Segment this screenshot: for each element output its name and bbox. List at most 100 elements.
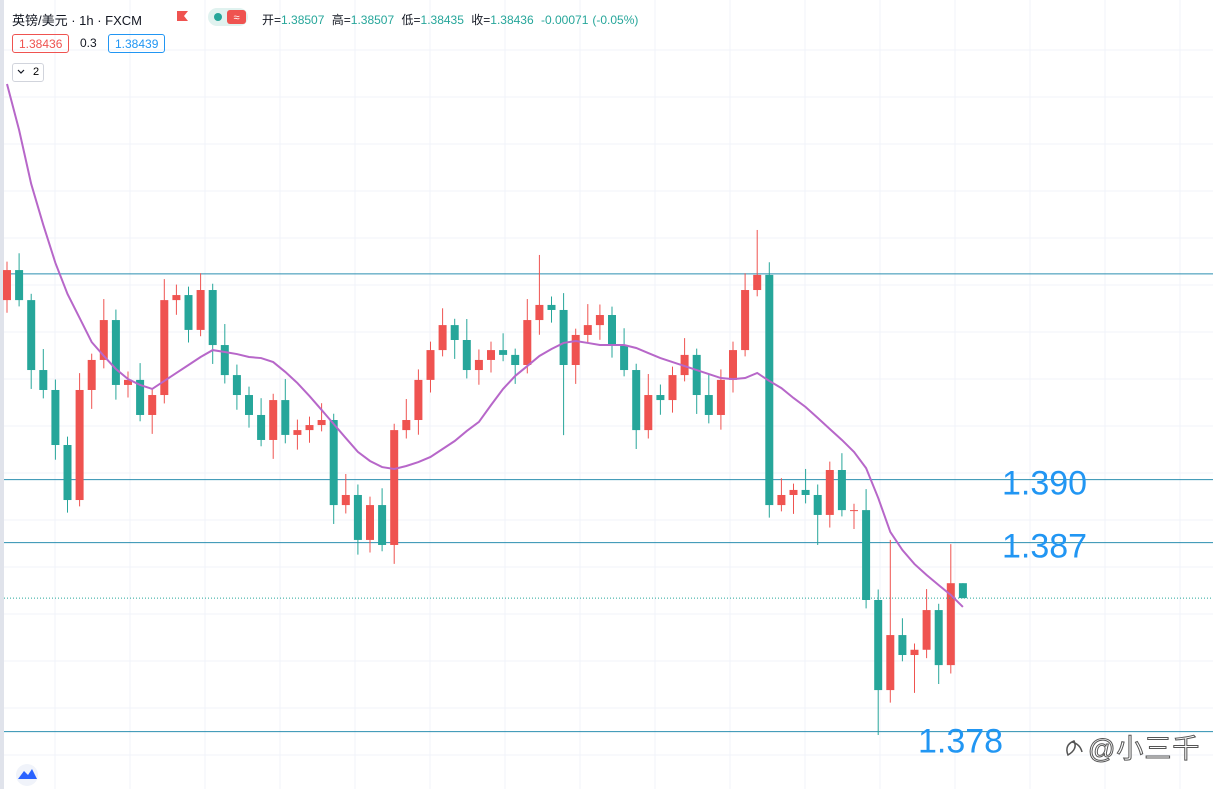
candle-body: [668, 375, 677, 401]
candle-body: [257, 414, 266, 440]
candle-body: [898, 635, 907, 656]
candle-body: [293, 430, 302, 435]
candle-body: [75, 389, 84, 501]
candle-body: [499, 350, 508, 355]
candle-body: [644, 395, 653, 431]
candle-body: [946, 583, 955, 666]
candle-body: [862, 510, 871, 600]
candle-body: [837, 469, 846, 511]
candle-body: [245, 395, 253, 415]
candle-body: [813, 494, 822, 515]
candle-body: [608, 315, 616, 346]
candle-body: [934, 610, 943, 666]
candle-body: [366, 505, 374, 540]
left-edge: [0, 0, 4, 789]
symbol: 英镑/美元 · 1h · FXCM: [12, 13, 143, 28]
change: -0.00071: [541, 13, 589, 27]
candle-body: [208, 290, 217, 346]
candle-body: [462, 340, 471, 371]
candle-body: [269, 400, 278, 440]
candle-body: [716, 379, 725, 415]
candle-body: [414, 379, 423, 421]
candle-body: [136, 379, 145, 415]
logo: [16, 764, 38, 786]
candle-body: [450, 325, 459, 341]
candle-body: [729, 350, 737, 380]
level-label: 1.390: [1002, 465, 1087, 503]
ohlc-value: 1.38436: [490, 13, 534, 27]
candle-body: [704, 395, 713, 415]
toggle-icon: [227, 10, 246, 24]
candle-body: [63, 445, 72, 501]
candle-body: [329, 420, 338, 506]
candle-body: [789, 489, 798, 495]
candle-body: [753, 274, 762, 291]
candle-body: [523, 320, 532, 365]
spread: 0.3: [80, 36, 97, 50]
ohlc-label: 高=: [331, 13, 351, 27]
candle-body: [402, 420, 411, 431]
candle-body: [801, 489, 810, 495]
candle-body: [571, 334, 580, 365]
level-label: 1.378: [918, 723, 1003, 761]
watermark: @小三千: [1087, 734, 1201, 765]
watermark-icon: [1066, 740, 1083, 757]
candle-body: [474, 359, 483, 371]
indicator-toggle[interactable]: 2: [12, 63, 44, 82]
candle-body: [39, 370, 48, 390]
ohlc-label: 低=: [401, 13, 421, 27]
candle-body: [27, 300, 36, 371]
toggle-dot: [214, 13, 222, 21]
candle-body: [196, 290, 205, 330]
candle-body: [3, 270, 11, 301]
bid-price[interactable]: 1.38436: [12, 34, 70, 53]
candle-body: [559, 309, 568, 365]
candle-body: [172, 295, 181, 301]
candle-body: [777, 494, 786, 506]
candle-body: [317, 420, 326, 426]
candle-body: [184, 295, 193, 330]
change-pct: (-0.05%): [592, 13, 639, 27]
candle-body: [51, 389, 60, 446]
candle-body: [874, 599, 883, 691]
logo-mark: [18, 769, 37, 779]
candle-body: [850, 510, 858, 512]
ohlc: 开=1.38507 高=1.38507 低=1.38435 收=1.38436 …: [262, 11, 642, 28]
candle-body: [535, 304, 544, 321]
toggle-glyph: ≈: [233, 12, 239, 24]
ohlc-value: 1.38507: [350, 13, 395, 27]
candle-body: [220, 345, 229, 376]
candle-body: [438, 325, 447, 351]
candle-body: [426, 350, 435, 380]
chevron[interactable]: [17, 69, 25, 74]
ohlc-label: 开=: [262, 13, 282, 27]
ask-price[interactable]: 1.38439: [108, 34, 166, 53]
candle-body: [765, 274, 774, 506]
candle-body: [111, 320, 120, 385]
candle-body: [741, 290, 750, 351]
candle-body: [922, 610, 931, 650]
candle-body: [547, 304, 556, 310]
ohlc-label: 收=: [471, 13, 491, 27]
flag-icon: [177, 11, 188, 21]
candle-body: [583, 325, 592, 335]
flag: [177, 11, 188, 21]
toggle[interactable]: ≈: [208, 8, 248, 26]
candle-body: [620, 345, 629, 371]
candle-body: [378, 505, 387, 545]
candle-body: [487, 350, 495, 360]
candle-body: [160, 300, 169, 396]
candle-body: [910, 649, 919, 656]
candle-body: [353, 494, 362, 540]
indicator-count: 2: [33, 66, 40, 78]
candle-body: [281, 400, 290, 435]
candle-body: [232, 375, 241, 396]
candle-body: [511, 354, 520, 365]
candle-body: [958, 583, 967, 599]
candle-body: [305, 425, 314, 431]
candle-body: [886, 635, 895, 691]
grid: [4, 0, 1213, 789]
level-label: 1.387: [1002, 528, 1087, 566]
